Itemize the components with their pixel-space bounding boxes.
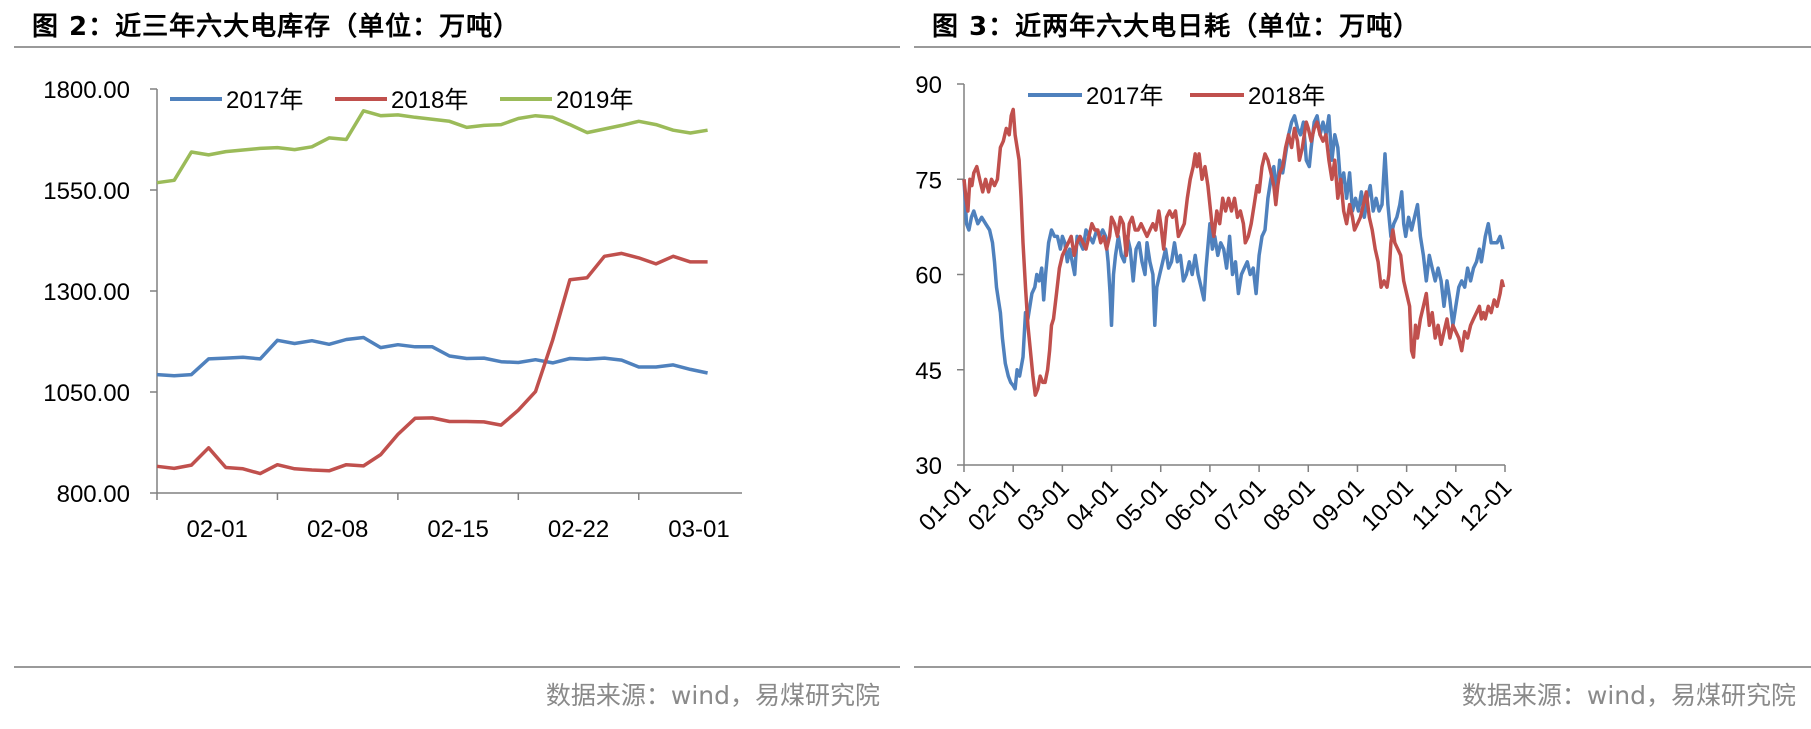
y-tick-label: 90 — [915, 72, 942, 99]
x-tick-label: 11-01 — [1407, 474, 1468, 535]
right-chart-panel: 图 3：近两年六大电日耗（单位：万吨） 90 75 60 45 30 01-01 02-01… — [900, 0, 1811, 729]
y-tick-label: 75 — [915, 167, 942, 194]
x-tick-label: 02-01 — [187, 516, 248, 543]
y-tick-label: 1050.00 — [43, 380, 130, 407]
footer-rule — [914, 666, 1811, 668]
inventory-line-chart: 1800.00 1550.00 1300.00 1050.00 800.00 02-01 0… — [43, 77, 742, 543]
title-rule — [14, 46, 900, 48]
y-tick-label: 1550.00 — [43, 178, 130, 205]
x-tick-label: 03-01 — [668, 516, 729, 543]
y-tick-label: 60 — [915, 263, 942, 290]
footer-rule — [14, 666, 900, 668]
x-tick-label: 08-01 — [1258, 474, 1321, 537]
y-tick-label: 800.00 — [57, 481, 130, 508]
series-line-2017 — [962, 114, 1505, 391]
x-tick-label: 09-01 — [1307, 474, 1370, 537]
x-tick-label: 12-01 — [1455, 474, 1518, 537]
y-tick-label: 30 — [915, 453, 942, 480]
x-tick-label: 07-01 — [1209, 474, 1272, 537]
source-note: 数据来源：wind，易煤研究院 — [545, 681, 880, 710]
legend-label-2018: 2018年 — [391, 87, 468, 114]
x-tick-label: 06-01 — [1160, 474, 1223, 537]
x-tick-label: 03-01 — [1012, 474, 1075, 537]
series-line-2018 — [156, 251, 708, 476]
x-tick-label: 02-15 — [427, 516, 488, 543]
legend-label-2017: 2017年 — [1086, 83, 1163, 110]
y-tick-label: 1300.00 — [43, 279, 130, 306]
x-tick-label: 05-01 — [1110, 474, 1173, 537]
x-tick-label: 10-01 — [1356, 474, 1419, 537]
y-tick-label: 45 — [915, 358, 942, 385]
series-line-2017 — [156, 335, 708, 378]
legend-label-2019: 2019年 — [556, 87, 633, 114]
legend-label-2018: 2018年 — [1248, 83, 1325, 110]
x-tick-label: 02-22 — [548, 516, 609, 543]
series-line-2018 — [962, 107, 1506, 397]
chart-title: 图 3：近两年六大电日耗（单位：万吨） — [932, 12, 1421, 42]
title-rule — [914, 46, 1811, 48]
left-chart-panel: 图 2：近三年六大电库存（单位：万吨） 1800.00 1550.00 1300.0… — [0, 0, 900, 729]
chart-title: 图 2：近三年六大电库存（单位：万吨） — [32, 12, 521, 42]
daily-consumption-line-chart: 90 75 60 45 3001-0102-0103-0104-0105-0106-01… — [914, 72, 1518, 537]
y-tick-label: 1800.00 — [43, 77, 130, 104]
x-tick-label: 04-01 — [1061, 474, 1124, 537]
x-tick-label: 02-01 — [963, 474, 1026, 537]
x-tick-label: 01-01 — [914, 474, 977, 537]
legend-label-2017: 2017年 — [226, 87, 303, 114]
source-note: 数据来源：wind，易煤研究院 — [1461, 681, 1796, 710]
series-line-2019 — [156, 109, 708, 185]
x-tick-label: 02-08 — [307, 516, 368, 543]
